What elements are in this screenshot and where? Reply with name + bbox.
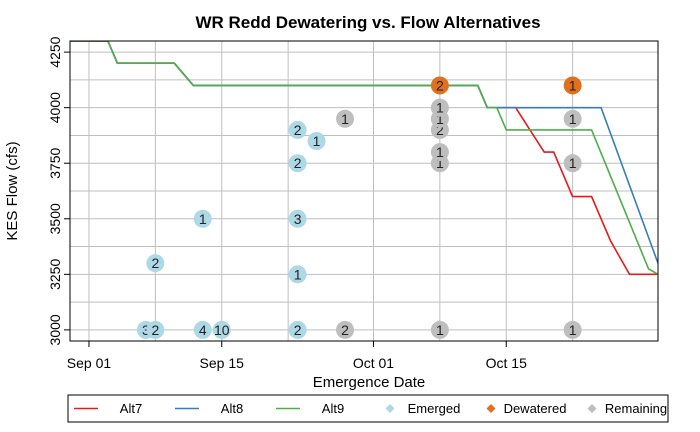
redd-count-label: 1 (569, 77, 577, 93)
redd-point-emerged (288, 265, 307, 284)
redd-point-remaining (430, 320, 449, 339)
redd-count-label: 1 (436, 100, 444, 116)
legend-label-remaining: Remaining (605, 401, 667, 416)
redd-point-dewatered (563, 76, 582, 95)
redd-count-label: 10 (214, 322, 230, 338)
redd-count-label: 2 (151, 255, 159, 271)
x-axis-label: Emergence Date (313, 374, 426, 391)
x-axis: Sep 01 Sep 15 Oct 01 Oct 15 (67, 340, 527, 371)
legend-key-dewatered (486, 404, 496, 413)
redd-count-label: 2 (294, 322, 302, 338)
redd-count-label: 4 (199, 322, 207, 338)
redd-point-remaining (563, 154, 582, 173)
legend-label-alt7: Alt7 (120, 401, 142, 416)
y-tick-label: 4000 (47, 92, 63, 123)
redd-point-remaining (563, 320, 582, 339)
y-tick-label: 3500 (47, 203, 63, 234)
redd-point-emerged (212, 320, 231, 339)
redd-point-remaining (430, 143, 449, 162)
redd-point-emerged (193, 209, 212, 228)
redd-count-label: 3 (142, 322, 150, 338)
y-tick-label: 4250 (47, 36, 63, 67)
series-line-alt9 (70, 41, 658, 275)
redd-point-remaining (430, 98, 449, 117)
legend-label-alt8: Alt8 (221, 401, 243, 416)
legend-label-alt9: Alt9 (322, 401, 344, 416)
redd-count-label: 2 (341, 322, 349, 338)
redd-count-label: 1 (436, 144, 444, 160)
redd-count-label: 1 (341, 111, 349, 127)
redd-point-emerged (307, 132, 326, 150)
redd-point-emerged (146, 320, 165, 339)
redd-point-remaining (336, 109, 355, 128)
x-tick-label: Oct 15 (486, 355, 527, 371)
legend-label-emerged: Emerged (408, 401, 461, 416)
chart-title: WR Redd Dewatering vs. Flow Alternatives (195, 13, 540, 32)
series-line-alt8 (70, 41, 658, 264)
x-tick-label: Sep 15 (200, 355, 245, 371)
redd-count-label: 1 (569, 322, 577, 338)
legend-key-emerged (385, 404, 395, 413)
redd-point-remaining (336, 320, 355, 339)
redd-count-label: 3 (294, 211, 302, 227)
redd-count-label: 2 (294, 155, 302, 171)
redd-point-emerged (288, 209, 307, 228)
y-axis: 3000 3250 3500 3750 4000 4250 (47, 36, 71, 345)
redd-point-emerged (288, 154, 307, 173)
redd-count-label: 1 (436, 322, 444, 338)
redd-count-label: 1 (436, 155, 444, 171)
redd-count-label: 2 (436, 77, 444, 93)
redd-count-label: 1 (199, 211, 207, 227)
redd-point-emerged (288, 320, 307, 339)
redd-count-label: 1 (313, 133, 321, 149)
y-axis-label: KES Flow (cfs) (4, 141, 21, 240)
y-tick-label: 3750 (47, 147, 63, 178)
redd-point-emerged (193, 320, 212, 339)
redd-count-label: 1 (569, 155, 577, 171)
redd-point-remaining (563, 109, 582, 128)
y-tick-label: 3000 (47, 314, 63, 345)
redd-count-label: 2 (294, 122, 302, 138)
legend-key-remaining (587, 404, 597, 413)
redd-count-label: 1 (294, 266, 302, 282)
redd-point-emerged (146, 254, 165, 273)
x-tick-label: Sep 01 (67, 355, 112, 371)
redd-count-label: 2 (436, 122, 444, 138)
redd-count-label: 1 (569, 111, 577, 127)
legend-label-dewatered: Dewatered (504, 401, 567, 416)
legend-box (67, 394, 669, 423)
redd-count-label: 2 (151, 322, 159, 338)
y-tick-label: 3250 (47, 259, 63, 290)
x-tick-label: Oct 01 (353, 355, 394, 371)
flow-lines (70, 41, 658, 276)
redd-point-dewatered (430, 76, 449, 95)
redd-count-label: 1 (436, 111, 444, 127)
redd-point-emerged (288, 120, 307, 139)
legend: Alt7 Alt8 Alt9 Emerged Dewatered Remaining (67, 394, 669, 423)
